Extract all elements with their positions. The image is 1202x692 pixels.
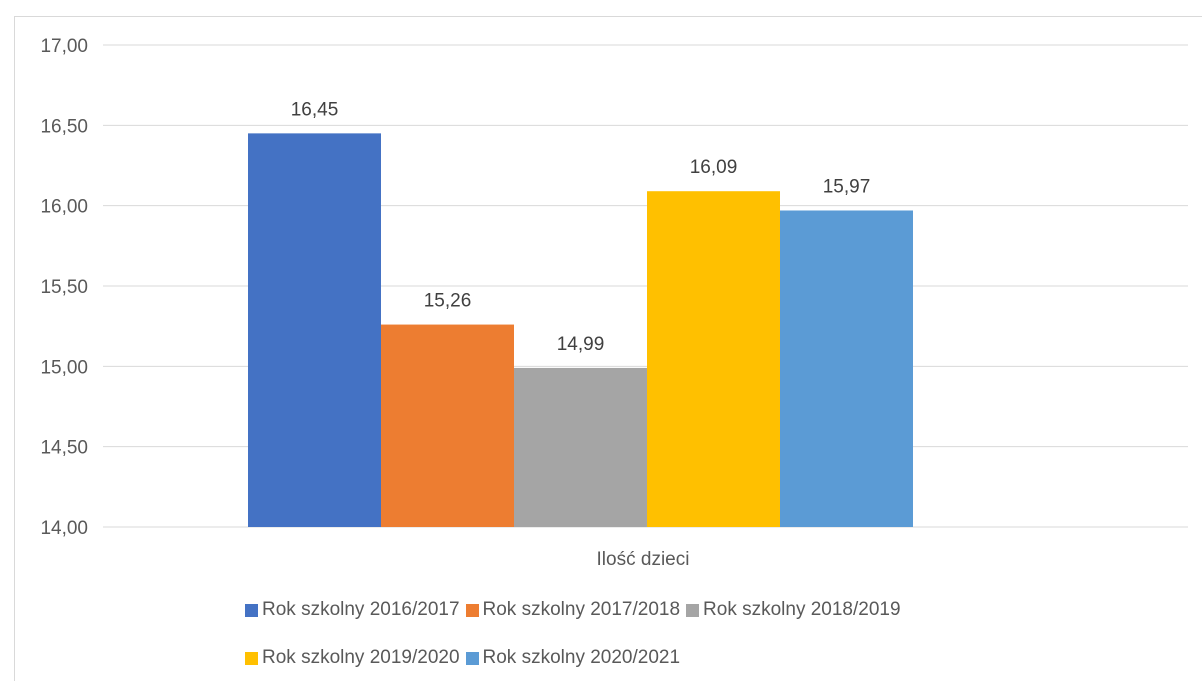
data-label: 16,09 [690, 157, 738, 178]
legend-label: Rok szkolny 2016/2017 [262, 599, 460, 620]
y-tick-label: 17,00 [40, 36, 88, 57]
data-label: 15,97 [823, 176, 871, 197]
bar [381, 324, 514, 527]
legend-label: Rok szkolny 2019/2020 [262, 647, 460, 668]
y-tick-label: 15,50 [40, 277, 88, 298]
legend-item: Rok szkolny 2018/2019 [686, 599, 901, 621]
bar [780, 210, 913, 527]
chart-frame [14, 16, 1202, 681]
y-tick-label: 16,00 [40, 197, 88, 218]
legend-item: Rok szkolny 2019/2020 [245, 647, 460, 669]
bars [248, 133, 913, 527]
bar [647, 191, 780, 527]
legend-swatch [245, 603, 258, 617]
legend-item: Rok szkolny 2017/2018 [465, 599, 681, 621]
category-label: Ilość dzieci [597, 549, 690, 570]
y-tick-label: 14,00 [40, 518, 88, 539]
data-label: 15,26 [424, 291, 472, 312]
legend-swatch [686, 603, 700, 617]
legend-swatch [465, 651, 479, 665]
y-axis-ticks: 14,00 14,50 15,00 15,50 16,00 16,50 17,00 [40, 36, 88, 539]
legend-item: Rok szkolny 2016/2017 [245, 599, 460, 621]
bar-chart: 14,00 14,50 15,00 15,50 16,00 16,50 17,00 16,4… [40, 36, 1188, 570]
bar [248, 133, 381, 527]
bar [514, 367, 647, 527]
data-labels: 16,45 15,26 14,99 16,09 15,97 [291, 99, 871, 355]
legend-item: Rok szkolny 2020/2021 [465, 647, 681, 669]
y-tick-label: 16,50 [40, 116, 88, 137]
legend-label: Rok szkolny 2017/2018 [482, 599, 681, 620]
y-tick-label: 14,50 [40, 438, 88, 459]
legend: Rok szkolny 2016/2017 Rok szkolny 2017/2… [245, 596, 1045, 692]
legend-row: Rok szkolny 2016/2017 Rok szkolny 2017/2… [245, 596, 1045, 624]
legend-label: Rok szkolny 2018/2019 [703, 599, 901, 620]
legend-swatch [245, 651, 258, 665]
y-tick-label: 15,00 [40, 357, 88, 378]
legend-label: Rok szkolny 2020/2021 [482, 647, 681, 668]
data-label: 16,45 [291, 99, 339, 120]
legend-swatch [465, 603, 479, 617]
legend-row: Rok szkolny 2019/2020 Rok szkolny 2020/2… [245, 644, 1045, 672]
data-label: 14,99 [557, 334, 605, 355]
